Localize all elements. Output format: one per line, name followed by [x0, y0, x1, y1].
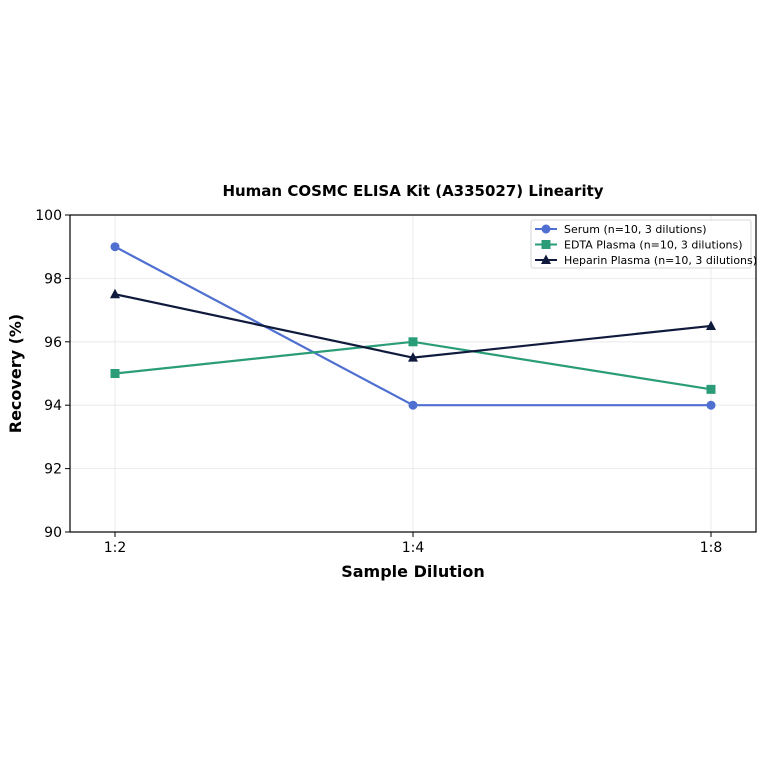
x-axis-ticks: 1:2 1:4 1:8	[104, 532, 723, 556]
x-axis-label: Sample Dilution	[341, 562, 485, 581]
data-point	[706, 384, 716, 394]
legend: Serum (n=10, 3 dilutions) EDTA Plasma (n=…	[530, 219, 757, 269]
series-0	[110, 242, 716, 410]
legend-marker	[541, 224, 551, 234]
legend-marker	[541, 254, 551, 264]
data-point	[408, 352, 418, 362]
y-tick-label: 96	[44, 335, 62, 351]
series-1	[110, 337, 716, 394]
x-tick-label: 1:4	[402, 540, 425, 556]
legend-box	[530, 219, 752, 269]
legend-entry: Heparin Plasma (n=10, 3 dilutions)	[535, 254, 757, 267]
data-point	[110, 369, 120, 378]
chart-title: Human COSMC ELISA Kit (A335027) Linearit…	[222, 182, 603, 200]
y-tick-label: 90	[44, 525, 62, 541]
data-point	[706, 320, 716, 330]
legend-label: EDTA Plasma (n=10, 3 dilutions)	[564, 239, 743, 252]
x-tick-label: 1:8	[700, 540, 723, 556]
data-point	[110, 288, 120, 299]
y-tick-label: 94	[44, 398, 62, 414]
legend-marker	[541, 240, 551, 249]
x-tick-label: 1:2	[104, 540, 127, 556]
legend-label: Serum (n=10, 3 dilutions)	[564, 223, 707, 236]
data-point	[408, 337, 418, 347]
y-axis-label: Recovery (%)	[6, 314, 25, 433]
data-point	[110, 242, 120, 252]
data-point	[706, 400, 716, 410]
y-tick-label: 98	[44, 271, 62, 287]
series-2	[110, 288, 716, 362]
legend-entry: EDTA Plasma (n=10, 3 dilutions)	[535, 239, 743, 252]
data-point	[408, 400, 418, 410]
y-axis-ticks: 90 92 94 96 98 100	[35, 208, 70, 541]
legend-entry: Serum (n=10, 3 dilutions)	[535, 223, 707, 236]
legend-label: Heparin Plasma (n=10, 3 dilutions)	[564, 254, 757, 267]
y-tick-label: 100	[35, 208, 62, 224]
series-layer	[110, 242, 716, 410]
y-tick-label: 92	[44, 462, 62, 478]
